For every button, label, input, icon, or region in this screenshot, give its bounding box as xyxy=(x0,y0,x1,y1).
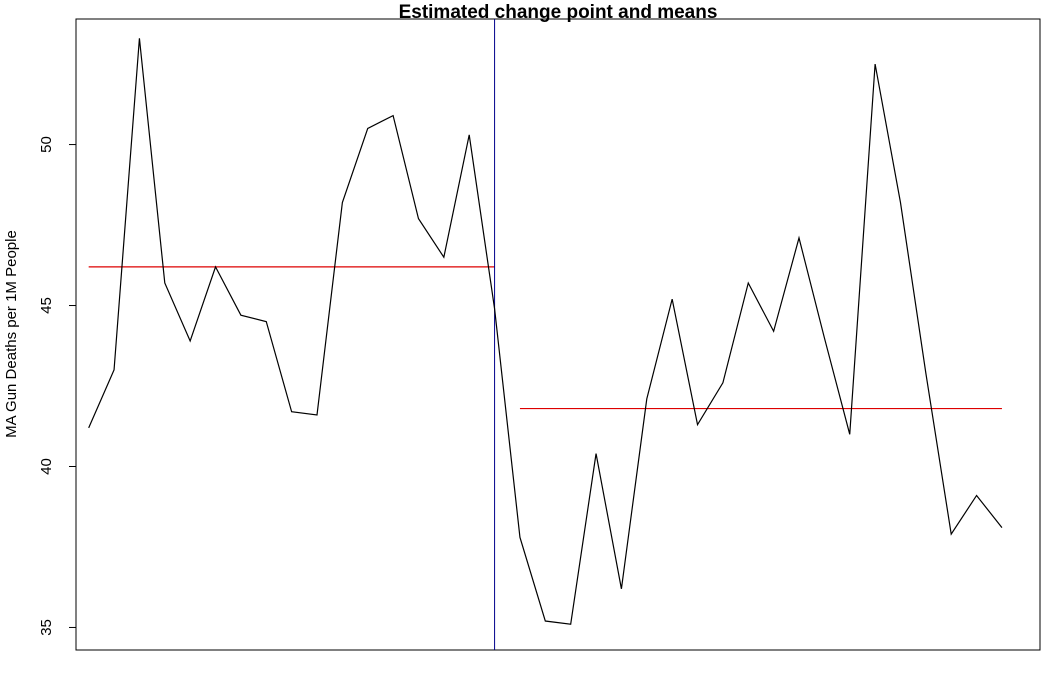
data-point xyxy=(112,367,117,372)
data-point xyxy=(162,280,167,285)
data-point xyxy=(873,62,878,67)
data-point xyxy=(898,200,903,205)
data-point xyxy=(847,432,852,437)
data-point xyxy=(517,535,522,540)
y-tick-label: 35 xyxy=(38,619,55,636)
data-point xyxy=(315,412,320,417)
data-point xyxy=(391,113,396,118)
data-point xyxy=(289,409,294,414)
data-point xyxy=(695,422,700,427)
data-point xyxy=(670,297,675,302)
data-point xyxy=(568,622,573,627)
plot-frame xyxy=(75,18,1041,651)
data-point xyxy=(86,425,91,430)
data-point xyxy=(771,329,776,334)
data-point xyxy=(974,493,979,498)
data-point xyxy=(949,532,954,537)
data-point xyxy=(340,200,345,205)
data-point xyxy=(720,380,725,385)
y-axis-label: MA Gun Deaths per 1M People xyxy=(3,230,20,438)
data-point xyxy=(644,396,649,401)
y-axis: 35 40 45 50 xyxy=(38,136,77,636)
data-point xyxy=(999,525,1004,530)
data-point xyxy=(746,280,751,285)
segment-means xyxy=(88,266,1002,410)
data-point xyxy=(543,619,548,624)
data-point xyxy=(441,255,446,260)
data-point xyxy=(264,319,269,324)
y-tick-label: 40 xyxy=(38,458,55,475)
y-tick-label: 45 xyxy=(38,297,55,314)
data-point xyxy=(594,451,599,456)
chart-title: Estimated change point and means xyxy=(399,2,718,23)
data-point xyxy=(188,338,193,343)
series xyxy=(86,36,1004,627)
data-point xyxy=(797,235,802,240)
data-point xyxy=(137,36,142,41)
data-point xyxy=(365,126,370,131)
y-tick-label: 50 xyxy=(38,136,55,153)
data-point xyxy=(213,264,218,269)
data-point xyxy=(923,371,928,376)
data-point xyxy=(619,586,624,591)
data-point xyxy=(416,216,421,221)
data-point xyxy=(238,313,243,318)
data-point xyxy=(492,306,497,311)
data-point xyxy=(822,335,827,340)
data-point xyxy=(467,132,472,137)
series-line xyxy=(88,38,1003,625)
